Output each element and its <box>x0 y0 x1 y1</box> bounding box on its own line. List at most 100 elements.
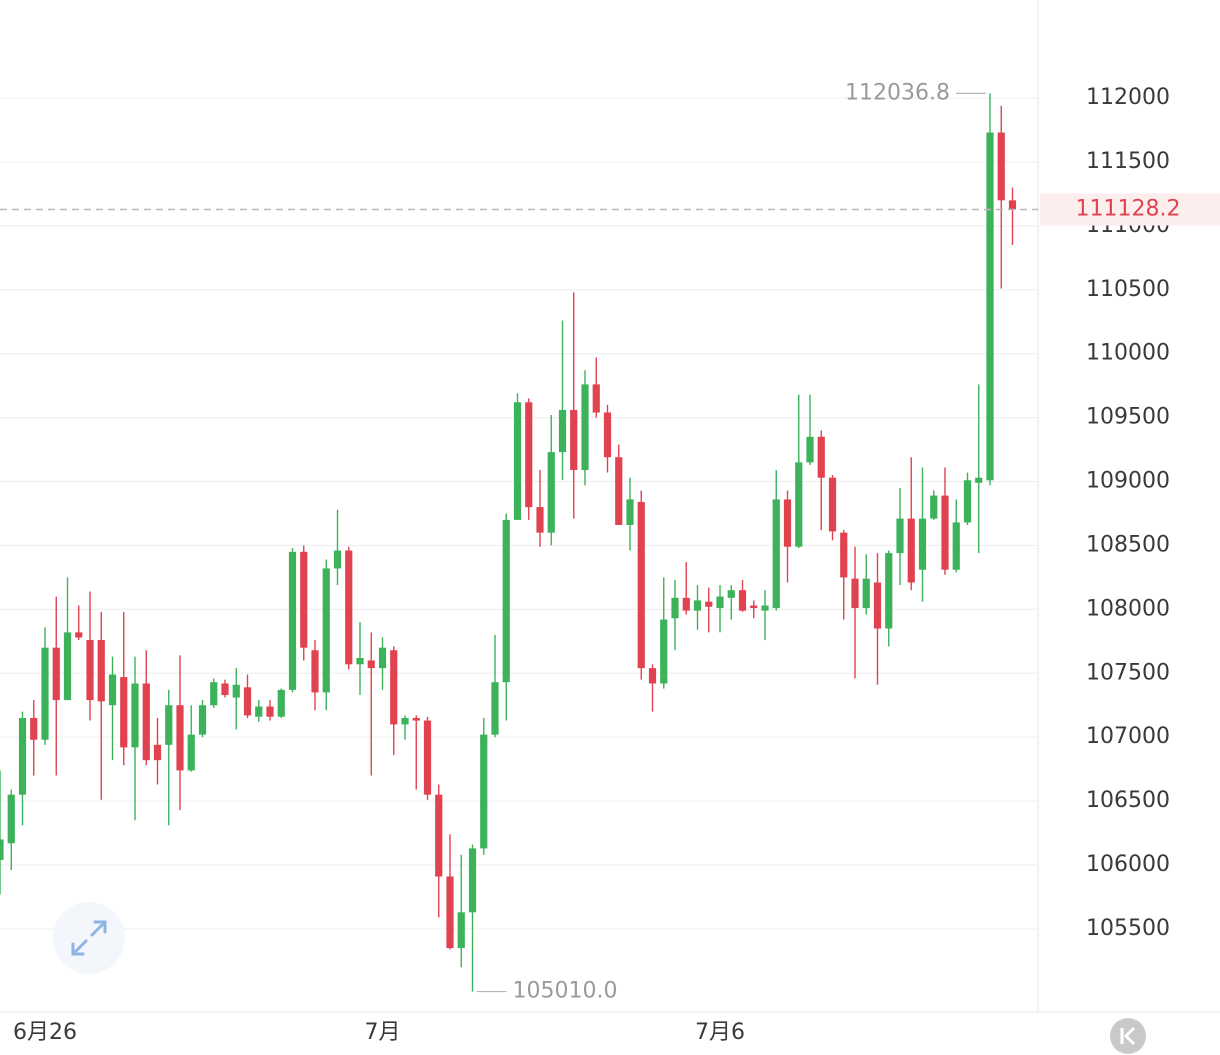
candle-body <box>626 499 634 525</box>
candle-body <box>637 501 645 669</box>
candle-body <box>918 518 927 570</box>
candle-body <box>513 402 522 520</box>
y-tick-label: 109500 <box>1086 405 1170 430</box>
candle-body <box>896 518 904 554</box>
candle-body <box>288 551 297 690</box>
candle-body <box>322 568 330 693</box>
candle-body <box>570 409 578 471</box>
candle-body <box>153 744 162 761</box>
candle-body <box>480 734 488 849</box>
x-tick-label: 7月6 <box>695 1020 745 1045</box>
candle-body <box>806 436 814 463</box>
candle-body <box>783 499 792 547</box>
candle-body <box>468 848 477 913</box>
y-tick-label: 106000 <box>1086 852 1170 877</box>
y-tick-label: 108500 <box>1086 532 1170 557</box>
candle-body <box>963 480 972 523</box>
candle-body <box>41 647 49 740</box>
candle-body <box>367 660 375 669</box>
candle-body <box>941 495 949 570</box>
last-price-box <box>1040 193 1220 226</box>
candle-body <box>7 794 15 844</box>
y-tick-label: 112000 <box>1086 85 1170 110</box>
candle-body <box>97 640 105 702</box>
candle-body <box>435 794 443 877</box>
candle-body <box>356 657 364 665</box>
candle-body <box>345 550 353 665</box>
candle-body <box>142 683 150 761</box>
candle-body <box>30 717 38 740</box>
candle-body <box>108 674 117 706</box>
candle-body <box>772 499 780 609</box>
candle-body <box>671 597 679 619</box>
candle-body <box>390 650 398 725</box>
y-tick-label: 106500 <box>1086 788 1170 813</box>
candle-body <box>862 578 870 609</box>
candle-body <box>491 682 499 735</box>
candle-body <box>851 578 859 609</box>
candle-body <box>52 647 60 701</box>
y-tick-label: 108000 <box>1086 596 1170 621</box>
candle-body <box>660 619 668 684</box>
grid: 105500 106000 106500 107000 107500 108000 1085… <box>0 85 1170 1045</box>
candle-body <box>0 839 4 860</box>
candle-body <box>558 409 567 453</box>
y-tick-label: 109000 <box>1086 469 1170 494</box>
candle-body <box>176 705 184 771</box>
candle-body <box>727 590 735 598</box>
candle-body <box>378 647 387 669</box>
candle-body <box>738 590 747 611</box>
candles <box>0 93 1017 992</box>
expand-button[interactable] <box>53 902 125 974</box>
candle-body <box>86 640 94 701</box>
candle-body <box>536 507 544 533</box>
candle-body <box>120 677 128 748</box>
candle-body <box>930 495 938 519</box>
candle-body <box>187 734 195 771</box>
y-tick-label: 110500 <box>1086 277 1170 302</box>
x-tick-label: 6月26 <box>13 1020 77 1045</box>
candle-body <box>705 601 713 607</box>
candle-body <box>75 632 83 638</box>
y-tick-label: 105500 <box>1086 916 1170 941</box>
candle-body <box>266 706 274 717</box>
candle-body <box>165 705 173 745</box>
candle-body <box>885 553 893 629</box>
candle-body <box>277 689 285 717</box>
candle-body <box>525 402 533 508</box>
candle-body <box>457 912 465 949</box>
candle-body <box>300 551 308 648</box>
candle-body <box>232 684 240 698</box>
candle-body <box>986 132 994 481</box>
y-tick-label: 107000 <box>1086 724 1170 749</box>
max-label: 112036.8 <box>845 80 950 105</box>
candle-body <box>243 687 252 716</box>
candle-body <box>547 452 555 533</box>
candle-body <box>446 876 454 949</box>
candle-body <box>221 683 229 695</box>
candle-body <box>693 600 702 611</box>
candle-body <box>615 457 623 525</box>
candle-body <box>750 605 758 609</box>
candle-body <box>18 717 27 795</box>
candle-body <box>401 717 409 725</box>
candle-body <box>1008 200 1017 210</box>
candle-body <box>592 384 600 413</box>
y-tick-label: 107500 <box>1086 660 1170 685</box>
candle-body <box>333 550 342 569</box>
candle-body <box>716 596 724 609</box>
candle-body <box>795 462 803 547</box>
candle-body <box>210 682 218 706</box>
candle-body <box>423 720 432 795</box>
candle-body <box>907 518 915 583</box>
candle-body <box>311 650 319 693</box>
candle-body <box>840 532 848 578</box>
candle-body <box>997 132 1005 201</box>
candle-body <box>63 632 72 701</box>
candle-body <box>502 519 510 683</box>
y-tick-label: 111500 <box>1086 149 1170 174</box>
kline-button[interactable] <box>1110 1018 1146 1054</box>
overlay: 112036.8 105010.0 111128.2 <box>0 80 1220 1004</box>
candle-body <box>255 706 263 717</box>
